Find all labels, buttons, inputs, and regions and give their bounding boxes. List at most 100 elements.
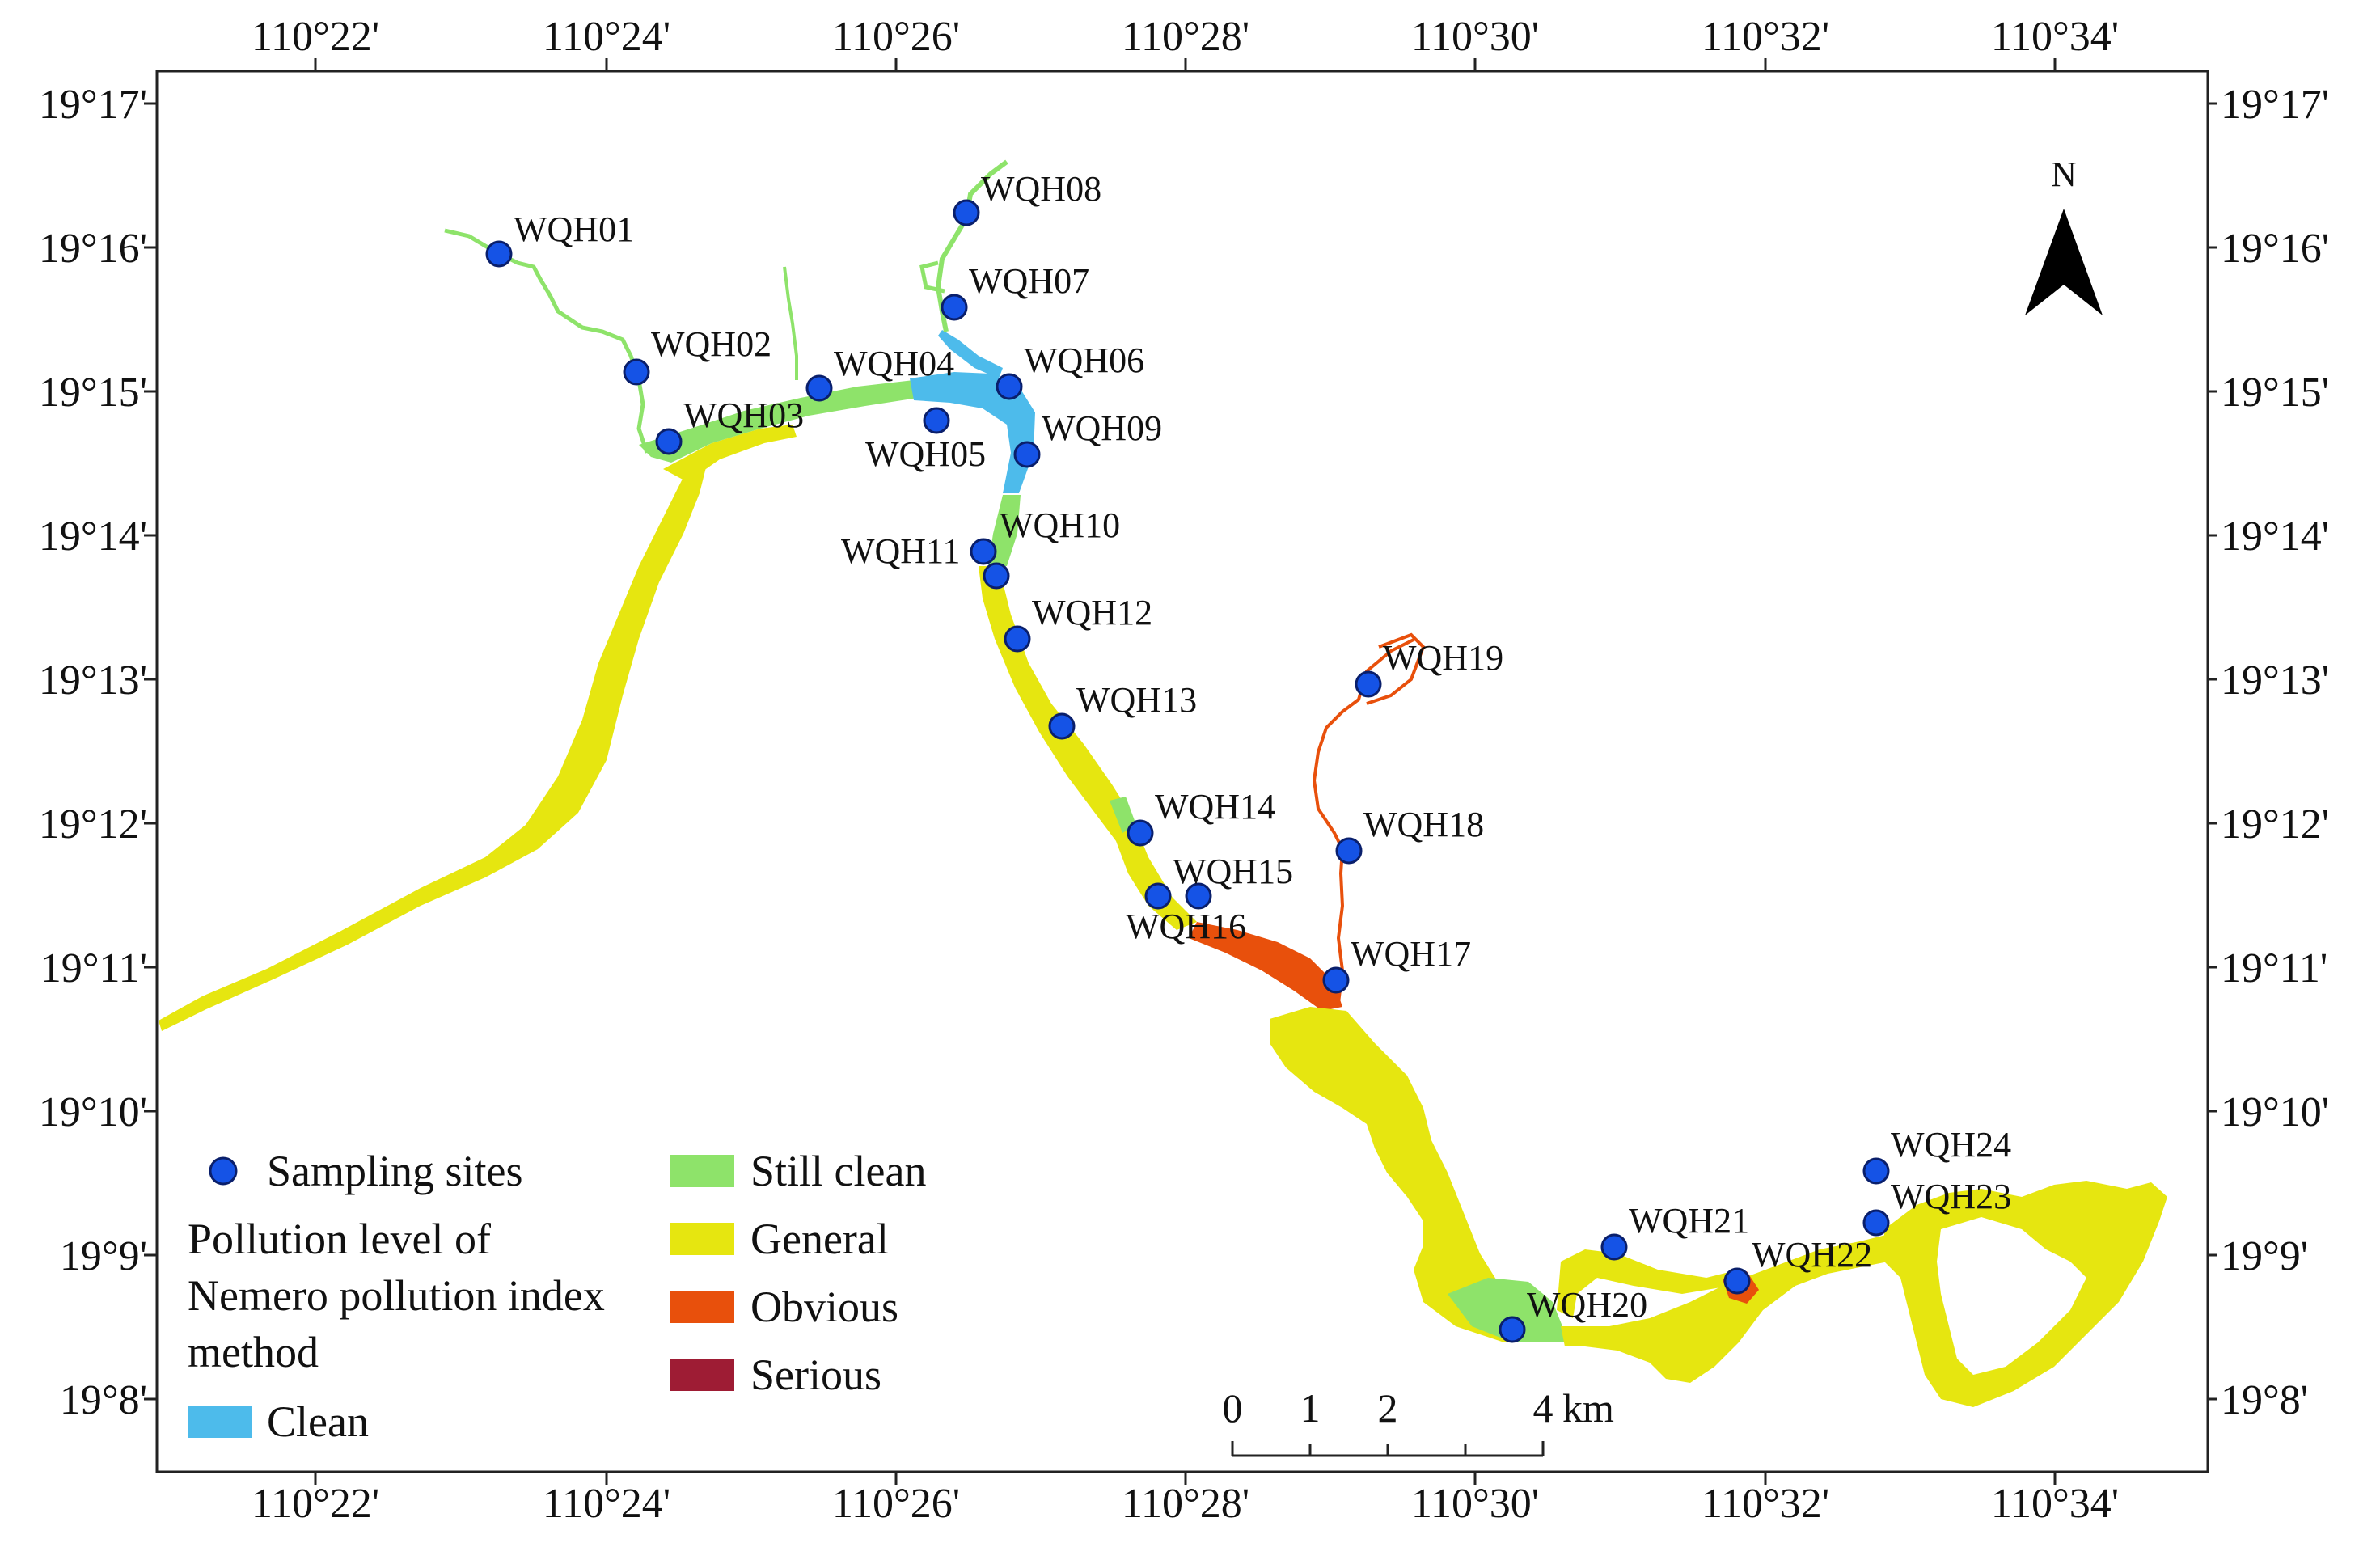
site-wqh10[interactable]: WQH10 [970,505,1120,565]
site-marker[interactable] [923,407,950,434]
lat-label-right: 19°14' [2221,514,2329,560]
site-wqh12[interactable]: WQH12 [1004,593,1152,653]
lon-label-bottom: 110°26' [832,1481,960,1527]
site-wqh01[interactable]: WQH01 [485,209,634,268]
lat-label-left: 19°11' [40,945,147,991]
river-segment-general [1561,1233,1909,1383]
lat-label-right: 19°8' [2221,1377,2308,1423]
site-wqh15[interactable]: WQH15 [1173,852,1293,910]
site-marker[interactable] [655,428,683,455]
site-marker[interactable] [1048,712,1076,740]
north-label: N [2051,154,2077,194]
river-layer [159,159,2167,1407]
site-label: WQH03 [683,395,804,435]
site-marker[interactable] [1723,1267,1751,1295]
legend-label-general: General [750,1215,889,1263]
sampling-sites: WQH01 WQH02 WQH03 WQH04 WQH05 WQH06 WQH0… [485,169,2011,1343]
site-wqh16[interactable]: WQH16 [1126,882,1246,946]
site-label: WQH12 [1032,593,1152,632]
river-segment-general [979,566,1197,930]
site-marker[interactable] [970,538,997,565]
lat-label-right: 19°10' [2221,1089,2329,1135]
site-label: WQH23 [1891,1177,2011,1216]
legend-label-still-clean: Still clean [750,1147,926,1195]
tributary-still-clean [444,228,649,454]
site-wqh11[interactable]: WQH11 [841,531,1010,590]
river-segment-still-clean [639,380,918,463]
lat-label-right: 19°16' [2221,226,2329,272]
site-wqh24[interactable]: WQH24 [1862,1125,2011,1185]
site-label: WQH17 [1351,934,1471,974]
site-wqh18[interactable]: WQH18 [1335,805,1484,865]
scale-bar: 0 1 2 4 km [1223,1385,1614,1457]
site-marker[interactable] [983,562,1010,590]
site-wqh17[interactable]: WQH17 [1322,934,1471,994]
scale-label: 1 [1300,1385,1321,1431]
site-marker[interactable] [485,240,513,268]
site-wqh04[interactable]: WQH04 [805,344,954,402]
lon-label-bottom: 110°30' [1411,1481,1539,1527]
site-marker[interactable] [1185,882,1212,910]
site-wqh13[interactable]: WQH13 [1048,680,1197,740]
legend-title-line: Pollution level of [188,1215,491,1263]
site-marker[interactable] [1004,625,1031,653]
lon-label-bottom: 110°34' [1991,1481,2119,1527]
site-label: WQH04 [834,344,954,383]
lat-label-left: 19°13' [39,657,147,704]
map-frame [155,70,2209,1473]
lat-label-left: 19°16' [39,226,147,272]
river-segment-still-clean [1448,1278,1569,1342]
site-wqh05[interactable]: WQH05 [865,407,986,474]
site-marker[interactable] [1862,1209,1890,1237]
site-label: WQH10 [1000,505,1120,545]
river-segment-general [1937,1217,2086,1375]
longitude-labels-bottom: 110°22' 110°24' 110°26' 110°28' 110°30' … [252,1481,2119,1527]
site-wqh02[interactable]: WQH02 [623,324,771,386]
legend-label-serious: Serious [750,1351,881,1399]
river-segment-general [1270,1007,1561,1342]
lon-label-top: 110°30' [1411,14,1539,60]
lat-label-right: 19°15' [2221,370,2329,416]
legend-site-marker [209,1156,238,1186]
site-label: WQH13 [1076,680,1197,720]
site-marker[interactable] [1499,1316,1526,1343]
site-marker[interactable] [1862,1157,1890,1185]
scale-label: 2 [1378,1385,1398,1431]
legend-label-clean: Clean [267,1397,369,1446]
site-marker[interactable] [1600,1233,1628,1261]
site-wqh14[interactable]: WQH14 [1127,787,1275,847]
site-wqh09[interactable]: WQH09 [1013,408,1162,468]
site-marker[interactable] [953,199,980,226]
site-label: WQH20 [1527,1285,1647,1325]
site-wqh06[interactable]: WQH06 [996,340,1144,400]
site-wqh22[interactable]: WQH22 [1723,1235,1872,1295]
river-segment-general [1557,1249,1739,1318]
site-marker[interactable] [1127,819,1154,847]
river-segment-general [159,453,708,1031]
site-marker[interactable] [996,373,1023,400]
scale-label: 0 [1223,1385,1243,1431]
north-arrow: N [2025,154,2103,315]
site-wqh20[interactable]: WQH20 [1499,1285,1647,1343]
site-marker[interactable] [1335,837,1363,865]
scale-label: 4 [1533,1385,1554,1431]
site-wqh08[interactable]: WQH08 [953,169,1101,226]
site-wqh03[interactable]: WQH03 [655,395,804,455]
lat-label-left: 19°10' [39,1089,147,1135]
site-marker[interactable] [1322,966,1350,994]
site-label: WQH15 [1173,852,1293,891]
site-label: WQH05 [865,434,986,474]
lon-label-bottom: 110°24' [543,1481,670,1527]
site-label: WQH16 [1126,907,1246,946]
site-marker[interactable] [1355,670,1382,698]
longitude-labels-top: 110°22' 110°24' 110°26' 110°28' 110°30' … [252,14,2119,60]
site-marker[interactable] [941,294,968,321]
site-marker[interactable] [805,374,833,402]
site-wqh23[interactable]: WQH23 [1862,1177,2011,1237]
site-wqh21[interactable]: WQH21 [1600,1201,1749,1261]
site-marker[interactable] [1013,441,1041,468]
site-marker[interactable] [623,358,650,386]
site-wqh19[interactable]: WQH19 [1355,638,1503,698]
site-wqh07[interactable]: WQH07 [941,261,1089,321]
site-marker[interactable] [1144,882,1172,910]
